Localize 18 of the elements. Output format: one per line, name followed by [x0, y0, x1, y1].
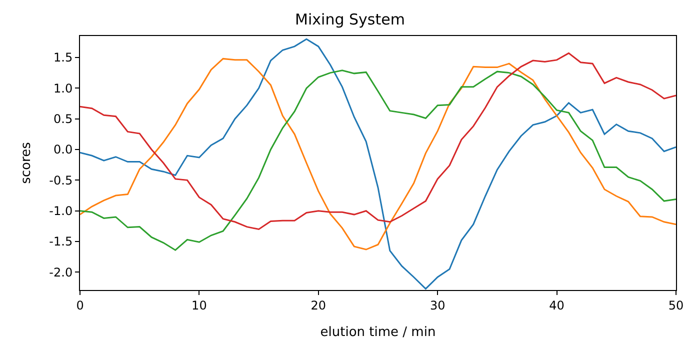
y-tick-label: -1.5 — [49, 234, 73, 249]
y-tick-label: 0.5 — [54, 112, 73, 126]
x-tick-label: 40 — [549, 298, 564, 312]
line-series — [80, 38, 676, 290]
chart-title: Mixing System — [295, 10, 405, 28]
x-tick-label: 50 — [668, 298, 684, 312]
y-tick-label: 0.0 — [54, 142, 73, 157]
y-tick-label: -1.0 — [49, 204, 73, 218]
x-tick-label: 10 — [192, 298, 207, 312]
y-tick-label: -2.0 — [49, 265, 73, 280]
x-tick-label: 30 — [430, 298, 446, 312]
y-tick-label: 1.0 — [54, 81, 73, 96]
x-tick-label: 0 — [76, 298, 84, 312]
y-tick-label: -0.5 — [49, 173, 73, 188]
x-axis-title: elution time / min — [320, 325, 436, 340]
x-tick-label: 20 — [310, 298, 326, 312]
y-axis-title: scores — [19, 142, 34, 184]
y-tick-label: 1.5 — [54, 50, 73, 65]
